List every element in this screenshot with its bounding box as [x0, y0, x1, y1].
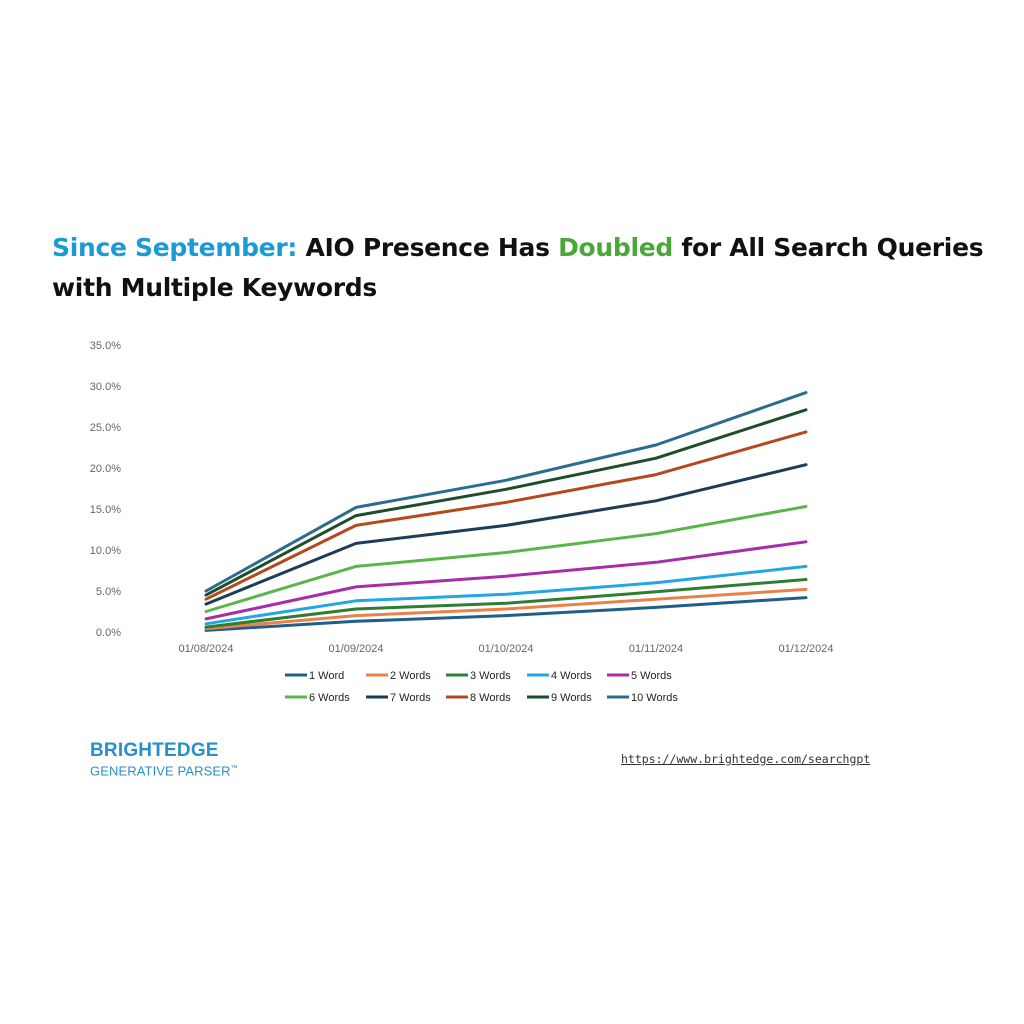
series-line-8 [204, 430, 808, 601]
brand-line-2-text: GENERATIVE PARSER [90, 763, 231, 779]
legend-label: 1 Word [309, 670, 344, 682]
source-url-link[interactable]: https://www.brightedge.com/searchgpt [621, 752, 871, 766]
y-tick-label: 10.0% [90, 545, 121, 557]
y-tick-label: 20.0% [90, 463, 121, 475]
series-line-6 [204, 505, 808, 613]
brand-line-1: BRIGHTEDGE [90, 740, 219, 761]
x-tick-label: 01/12/2024 [778, 643, 833, 655]
legend-label: 5 Words [631, 670, 672, 682]
series-line-7 [204, 463, 808, 606]
series-line-1 [204, 596, 808, 632]
y-tick-label: 30.0% [90, 381, 121, 393]
chart-title: Since September: AIO Presence Has Double… [52, 228, 992, 308]
legend-label: 4 Words [551, 670, 592, 682]
x-tick-label: 01/10/2024 [478, 643, 533, 655]
legend-label: 10 Words [631, 692, 678, 704]
y-tick-label: 15.0% [90, 504, 121, 516]
brightedge-logo: BRIGHTEDGE GENERATIVE PARSER™ [90, 741, 238, 779]
title-text-a: AIO Presence Has [297, 233, 559, 262]
y-tick-label: 35.0% [90, 340, 121, 352]
title-highlight-doubled: Doubled [558, 233, 674, 262]
x-tick-label: 01/09/2024 [328, 643, 383, 655]
series-line-9 [204, 408, 808, 597]
legend-label: 3 Words [470, 670, 511, 682]
legend-label: 7 Words [390, 692, 431, 704]
legend-label: 9 Words [551, 692, 592, 704]
series-line-5 [204, 540, 808, 621]
trademark-mark: ™ [230, 765, 238, 772]
legend-label: 8 Words [470, 692, 511, 704]
series-line-3 [204, 578, 808, 629]
x-tick-label: 01/11/2024 [629, 643, 683, 655]
y-tick-label: 25.0% [90, 422, 121, 434]
y-tick-label: 0.0% [96, 627, 121, 639]
series-line-4 [204, 564, 808, 626]
legend-label: 2 Words [390, 670, 431, 682]
title-highlight-since-september: Since September: [52, 233, 298, 262]
brand-line-2: GENERATIVE PARSER™ [90, 761, 238, 779]
series-line-2 [204, 587, 808, 631]
legend-label: 6 Words [309, 692, 350, 704]
title-text-b: for All Search Queries with Multiple Key… [52, 233, 984, 302]
series-line-10 [204, 391, 808, 593]
y-tick-label: 5.0% [96, 586, 121, 598]
x-tick-label: 01/08/2024 [178, 643, 233, 655]
